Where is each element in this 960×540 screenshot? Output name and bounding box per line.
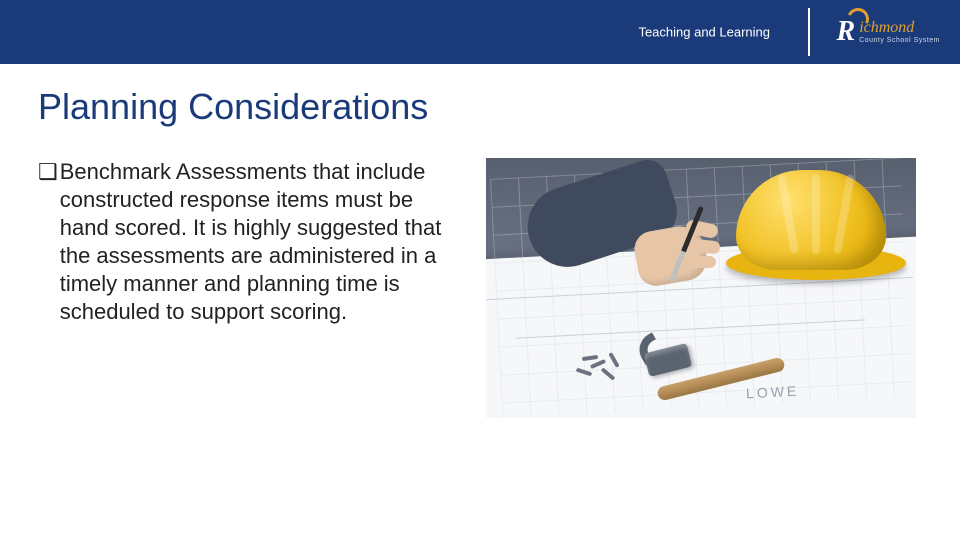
bullet-item: ❑ Benchmark Assessments that include con…: [38, 158, 468, 326]
slide-title: Planning Considerations: [38, 86, 960, 128]
blueprint-caption: LOWE: [746, 383, 800, 402]
finger-shape: [688, 256, 716, 268]
header-label: Teaching and Learning: [638, 25, 770, 40]
hardhat-icon: [726, 164, 906, 284]
logo-mark: R: [837, 16, 856, 48]
header-divider: [808, 8, 810, 56]
text-column: ❑ Benchmark Assessments that include con…: [38, 158, 468, 418]
illustration: LOWE: [486, 158, 916, 418]
screws-icon: [572, 352, 632, 382]
logo: R ichmond County School System: [837, 16, 941, 48]
slide-content: ❑ Benchmark Assessments that include con…: [0, 158, 960, 418]
logo-main-text: ichmond: [859, 20, 940, 36]
header-bar: Teaching and Learning R ichmond County S…: [0, 0, 960, 64]
bullet-text: Benchmark Assessments that include const…: [60, 158, 468, 326]
logo-sub-text: County School System: [859, 37, 940, 44]
bullet-marker: ❑: [38, 158, 58, 186]
